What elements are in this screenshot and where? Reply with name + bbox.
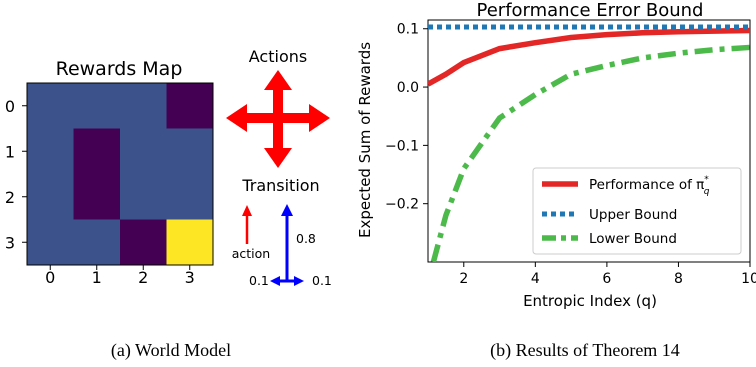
heatmap-cell (166, 83, 214, 129)
heatmap-cell (120, 219, 167, 266)
legend-label-lower-bound: Lower Bound (589, 231, 677, 247)
y-tick-label: 0.1 (397, 22, 419, 38)
heatmap-cell (73, 128, 121, 175)
legend-label-performance-sup: * (704, 175, 709, 185)
heatmap-y-tick-label: 3 (5, 233, 15, 252)
heatmap-cell (27, 174, 74, 220)
heatmap-x-ticks: 0 1 2 3 (45, 265, 195, 287)
action-arrow-icon (242, 205, 252, 244)
y-tick-label: −0.1 (385, 138, 419, 154)
action-label: action (232, 246, 270, 261)
actions-label: Actions (249, 47, 307, 66)
x-tick-label: 10 (741, 271, 756, 287)
heatmap-cell (120, 174, 167, 220)
heatmap-y-tick-label: 1 (5, 142, 15, 161)
series-performance-line (428, 27, 750, 87)
heatmap-y-tick-label: 2 (5, 188, 15, 207)
plot-frame (427, 19, 751, 263)
x-tick-label: 4 (531, 271, 540, 287)
legend-box (532, 167, 742, 255)
caption-right: (b) Results of Theorem 14 (490, 340, 680, 361)
legend-label-performance-text: Performance of π (589, 177, 704, 193)
heatmap-x-tick-label: 2 (138, 268, 148, 287)
heatmap-y-ticks: 0 1 2 3 (5, 97, 27, 252)
line-chart-title: Performance Error Bound (477, 0, 704, 21)
y-tick-label: −0.2 (385, 197, 419, 213)
heatmap-title: Rewards Map (56, 58, 183, 80)
x-tick-label: 6 (602, 271, 611, 287)
legend: Performance of π* q Upper Bound Lower Bou… (532, 167, 742, 255)
actions-arrow-icon (226, 70, 330, 168)
heatmap-cell (73, 83, 121, 129)
heatmap-x-tick-label: 1 (92, 268, 102, 287)
legend-label-upper-bound: Upper Bound (589, 207, 677, 223)
heatmap-cell (27, 128, 74, 175)
x-tick-label: 2 (459, 271, 468, 287)
x-axis-ticks: 2 4 6 8 10 (459, 262, 756, 287)
transition-label: Transition (241, 176, 319, 195)
legend-label-performance-sub: q (704, 187, 710, 197)
heatmap-cell (120, 83, 167, 129)
y-axis-ticks: 0.1 0.0 −0.1 −0.2 (385, 22, 428, 213)
series-lower-bound-line (430, 44, 750, 262)
transition-arrow-icon (270, 204, 304, 286)
x-tick-label: 8 (674, 271, 683, 287)
x-axis-label-text: Entropic Index (q) (523, 292, 657, 310)
heatmap-cell (120, 128, 167, 175)
heatmap-cell (27, 83, 74, 129)
left-prob-label: 0.1 (249, 273, 269, 288)
heatmap (26, 82, 214, 266)
right-prob-label: 0.1 (312, 273, 332, 288)
y-tick-label: 0.0 (397, 80, 419, 96)
y-axis-label: Expected Sum of Rewards (356, 42, 374, 238)
heatmap-cell (166, 219, 214, 266)
heatmap-cell (73, 174, 121, 220)
legend-label-performance: Performance of π* q (589, 175, 710, 197)
forward-prob-label: 0.8 (296, 231, 316, 246)
heatmap-x-tick-label: 3 (185, 268, 195, 287)
heatmap-frame (26, 82, 214, 266)
heatmap-cell (27, 219, 74, 266)
heatmap-cell (73, 219, 121, 266)
heatmap-y-tick-label: 0 (5, 97, 15, 116)
heatmap-cell (166, 128, 214, 175)
x-axis-label: Entropic Index (q) (523, 292, 657, 310)
caption-left: (a) World Model (111, 340, 231, 361)
heatmap-x-tick-label: 0 (45, 268, 55, 287)
heatmap-cell (166, 174, 214, 220)
